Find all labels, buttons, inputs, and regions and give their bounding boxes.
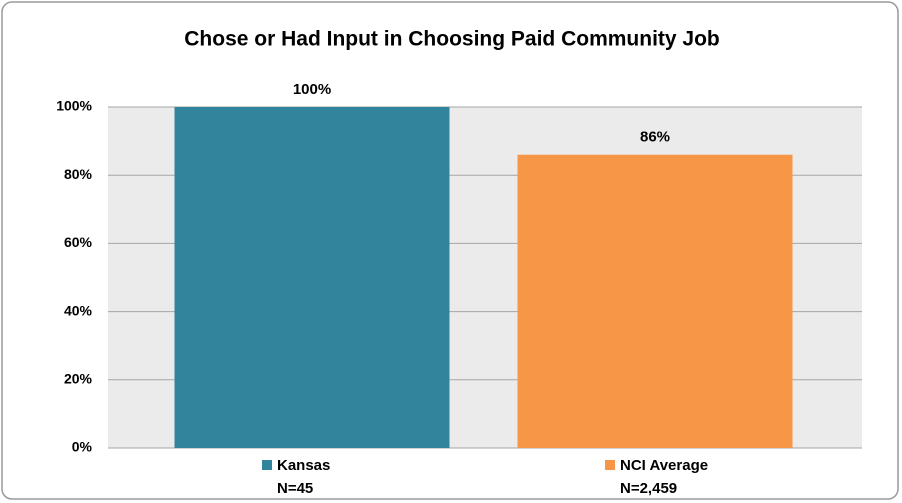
y-tick-label: 20% [64,371,93,387]
value-label: 100% [293,81,331,98]
sample-size: N=45 [277,480,313,497]
x-tick-label: Kansas [277,457,330,474]
chart-title: Chose or Had Input in Choosing Paid Comm… [184,28,720,51]
sample-size: N=2,459 [620,480,677,497]
x-tick-label: NCI Average [620,457,708,474]
y-tick-label: 80% [64,166,93,182]
y-tick-label: 100% [56,98,92,114]
legend-swatch [262,460,272,470]
y-tick-label: 40% [64,302,93,318]
legend-swatch [605,460,615,470]
y-tick-label: 60% [64,234,93,250]
bar [174,107,450,448]
value-label: 86% [640,129,670,146]
bar [517,154,793,449]
y-tick-label: 0% [72,439,93,455]
